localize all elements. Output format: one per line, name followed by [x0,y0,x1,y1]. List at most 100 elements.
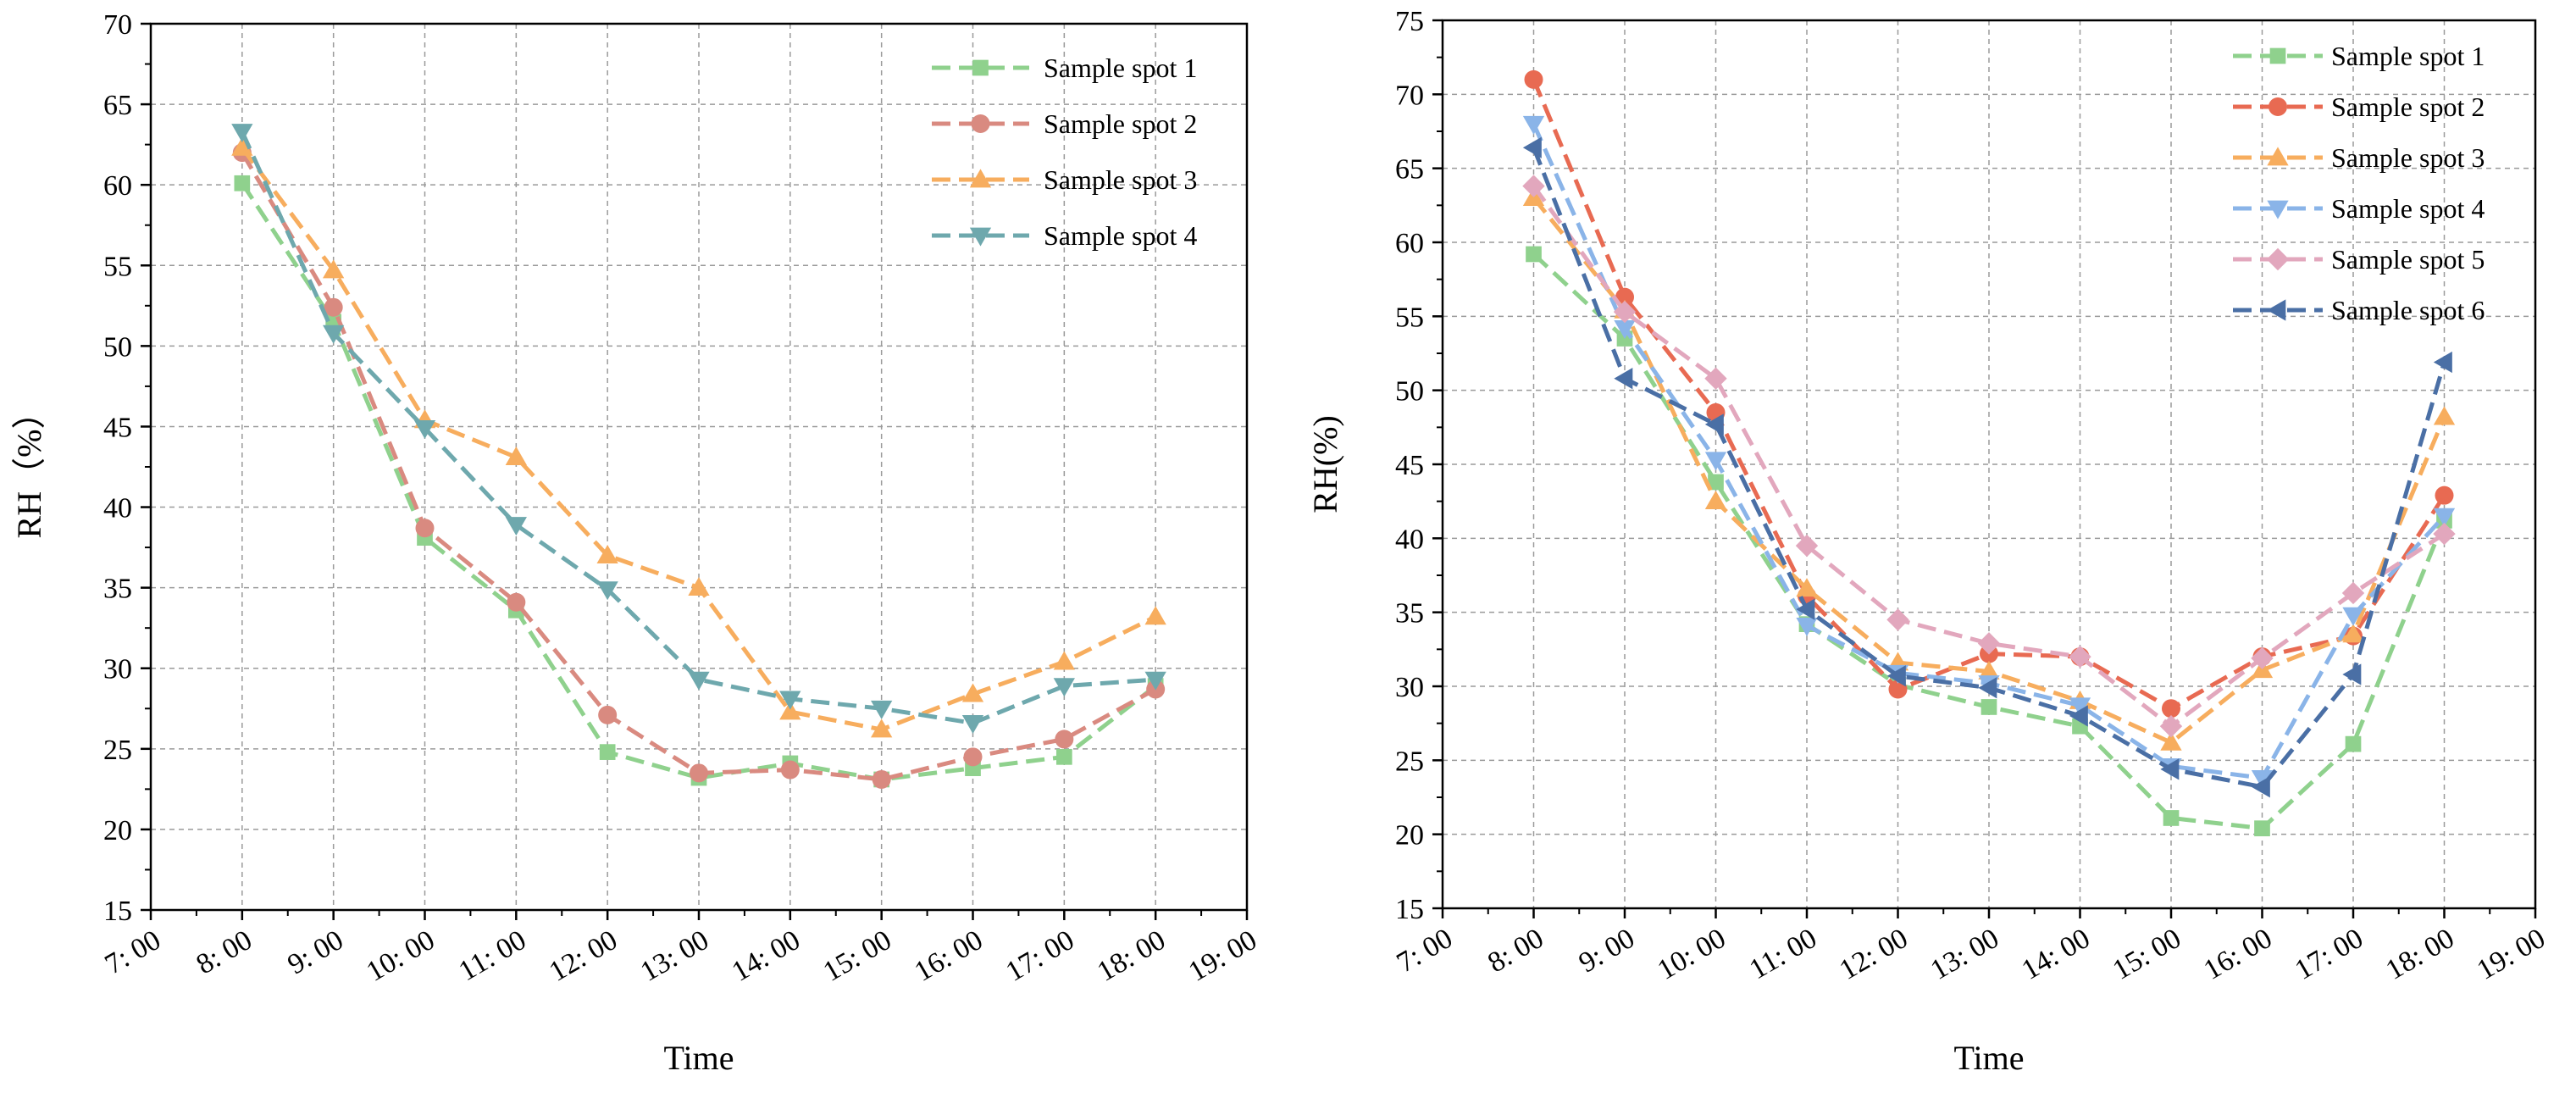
data-point [1053,678,1075,697]
data-point [1980,699,1997,715]
legend-label: Sample spot 3 [1044,164,1197,195]
y-tick-label: 45 [1395,450,1424,481]
data-point [234,175,251,191]
x-tick-label: 10: 00 [1653,923,1731,986]
x-tick-label: 7: 00 [1392,923,1458,979]
y-tick-label: 25 [103,735,132,766]
x-tick-label: 7: 00 [100,924,166,981]
series-line [1532,185,2446,729]
y-tick-label: 45 [103,412,132,443]
series-2 [232,143,1166,789]
data-point [1704,491,1727,510]
legend-label: Sample spot 3 [2331,142,2485,173]
series-line [240,130,1156,725]
data-point [1978,660,2000,680]
series-line [240,181,1157,782]
data-point [963,747,983,767]
data-point [2159,714,2183,738]
series-4 [231,124,1166,735]
data-point [1796,618,1818,637]
data-point [1795,534,1819,558]
data-point [505,517,527,536]
data-point [961,683,984,702]
x-tick-label: 9: 00 [1574,923,1640,979]
x-tick-label: 15: 00 [818,924,897,988]
x-tick-label: 19: 00 [1183,924,1262,988]
y-tick-label: 75 [1395,6,1424,37]
legend-marker [972,59,989,76]
x-tick-label: 18: 00 [2381,923,2460,986]
y-tick-label: 60 [103,170,132,202]
legend-label: Sample spot 6 [2331,295,2485,325]
legend-label: Sample spot 1 [2331,41,2485,71]
data-point [1614,368,1633,390]
chart-2-grid [1443,20,2535,908]
data-point [1144,671,1166,691]
x-tick-label: 16: 00 [2199,923,2278,986]
data-point [872,769,891,789]
data-point [1886,608,1909,631]
x-tick-label: 11: 00 [1744,923,1822,985]
data-point [1614,319,1636,339]
data-point [871,700,893,719]
data-point [871,718,893,738]
data-point [324,297,343,317]
data-point [1526,246,1542,263]
data-point [1704,452,1727,471]
data-point [961,715,984,735]
data-point [1708,474,1724,491]
data-point [1055,748,1072,765]
data-point [2163,810,2180,826]
legend-entry: Sample spot 3 [932,164,1197,195]
y-tick-label: 55 [103,251,132,282]
legend-entry: Sample spot 4 [932,220,1197,251]
data-point [2342,607,2364,626]
y-axis-title: RH（%） [10,396,48,539]
data-point [2342,663,2362,685]
data-point [599,744,616,760]
x-tick-label: 14: 00 [2017,923,2096,986]
y-tick-label: 40 [103,493,132,524]
y-tick-label: 35 [103,574,132,605]
data-point [413,420,436,440]
data-point [598,705,618,724]
x-tick-label: 17: 00 [1000,924,1079,988]
data-point [2342,624,2364,643]
data-point [688,576,710,596]
data-point [2160,758,2180,780]
data-point [231,136,253,156]
data-point [1704,413,1724,436]
legend-label: Sample spot 2 [2331,92,2485,122]
data-point [2345,735,2362,752]
data-point [2433,351,2452,374]
legend-label: Sample spot 4 [1044,220,1197,251]
data-point [1522,175,1545,197]
legend-marker [2269,47,2286,64]
data-point [780,760,800,780]
x-tick-label: 16: 00 [910,924,989,988]
legend-marker [2267,299,2286,321]
y-tick-label: 15 [1395,894,1424,925]
data-point [1796,598,1815,620]
data-point [2435,485,2454,505]
x-tick-label: 12: 00 [544,924,623,988]
series-5 [1522,175,2456,738]
legend-marker [971,114,990,133]
x-axis-title: Time [663,1039,734,1077]
legend-label: Sample spot 2 [1044,108,1197,139]
data-point [1615,287,1634,307]
data-point [1704,367,1727,390]
y-tick-label: 15 [103,896,132,927]
x-tick-label: 10: 00 [362,924,440,988]
y-tick-label: 50 [103,331,132,363]
legend-entry: Sample spot 1 [932,53,1197,83]
data-point [1796,578,1818,597]
data-point [1053,651,1075,670]
data-point [323,325,345,344]
y-tick-label: 40 [1395,524,1424,555]
data-point [688,671,710,691]
legend-entry: Sample spot 5 [2233,244,2485,275]
legend-entry: Sample spot 3 [2233,142,2485,173]
